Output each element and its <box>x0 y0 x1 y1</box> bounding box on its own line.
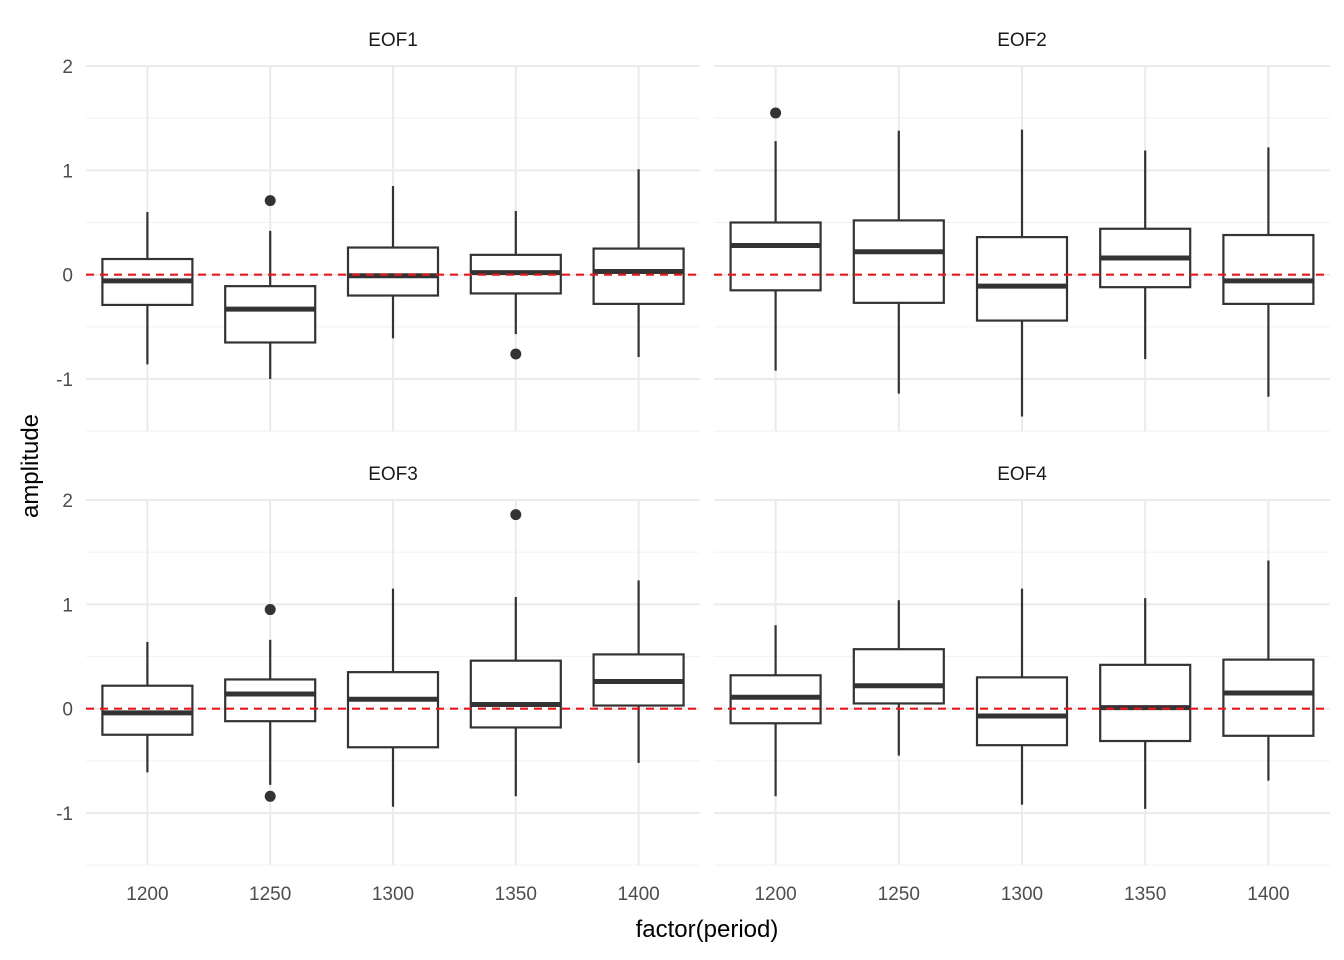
facet-title: EOF3 <box>368 464 418 485</box>
x-tick-label: 1300 <box>1001 884 1043 905</box>
box-iqr <box>1222 658 1315 737</box>
y-tick-label: 1 <box>62 161 73 182</box>
outlier-point <box>510 348 522 360</box>
box-iqr <box>1099 663 1192 743</box>
y-tick-label: 2 <box>62 491 73 512</box>
box-1300 <box>346 185 440 339</box>
x-tick-label: 1300 <box>372 884 414 905</box>
box-iqr <box>346 246 440 297</box>
box-iqr <box>1222 233 1315 305</box>
box-iqr <box>975 236 1069 322</box>
box-1300 <box>975 588 1069 805</box>
box-iqr <box>592 247 685 305</box>
box-1250 <box>224 195 317 379</box>
facet-panel-eof1: EOF1 -1 0 1 2 <box>56 30 700 432</box>
outlier-point <box>770 107 782 119</box>
y-tick-label: -1 <box>56 370 73 391</box>
facet-panel-eof4: EOF4 1200 1250 1300 1350 1400 <box>714 464 1330 905</box>
box-1200 <box>101 212 194 365</box>
box-iqr <box>852 219 945 304</box>
outlier-point <box>264 195 276 207</box>
x-tick-label: 1250 <box>878 884 920 905</box>
x-tick-label: 1200 <box>754 884 796 905</box>
box-1400 <box>592 580 685 763</box>
box-1350 <box>1099 598 1192 809</box>
facet-title: EOF2 <box>997 30 1047 51</box>
box-1350 <box>469 509 562 797</box>
facet-title: EOF1 <box>368 30 418 51</box>
box-1400 <box>1222 560 1315 781</box>
box-iqr <box>975 676 1069 747</box>
y-tick-label: 0 <box>62 700 73 721</box>
x-tick-label: 1250 <box>249 884 291 905</box>
outlier-point <box>264 790 276 802</box>
y-axis-title: amplitude <box>17 414 44 518</box>
y-tick-label: -1 <box>56 804 73 825</box>
box-1400 <box>592 169 685 358</box>
box-1200 <box>729 625 822 797</box>
box-1200 <box>729 107 822 371</box>
box-iqr <box>729 221 822 292</box>
box-1300 <box>346 588 440 807</box>
x-tick-label: 1400 <box>617 884 659 905</box>
x-tick-label: 1200 <box>126 884 168 905</box>
box-iqr <box>469 659 562 729</box>
facet-panel-eof3: EOF3 -1 0 1 2 1200 1250 1300 1350 1400 <box>56 464 700 905</box>
box-1250 <box>852 130 945 394</box>
box-iqr <box>101 684 194 736</box>
x-axis-title: factor(period) <box>636 916 779 943</box>
box-iqr <box>852 648 945 705</box>
outlier-point <box>264 604 276 616</box>
y-tick-label: 1 <box>62 595 73 616</box>
facet-panel-eof2: EOF2 <box>714 30 1330 432</box>
box-iqr <box>224 678 317 723</box>
y-tick-label: 0 <box>62 266 73 287</box>
box-1300 <box>975 129 1069 417</box>
y-tick-label: 2 <box>62 57 73 78</box>
facet-title: EOF4 <box>997 464 1047 485</box>
box-1200 <box>101 641 194 773</box>
box-1350 <box>1099 150 1192 360</box>
box-iqr <box>224 285 317 344</box>
box-1400 <box>1222 147 1315 397</box>
outlier-point <box>510 509 522 521</box>
box-1250 <box>852 600 945 756</box>
x-tick-label: 1400 <box>1247 884 1289 905</box>
box-1250 <box>224 604 317 802</box>
x-tick-label: 1350 <box>1124 884 1166 905</box>
x-tick-label: 1350 <box>495 884 537 905</box>
